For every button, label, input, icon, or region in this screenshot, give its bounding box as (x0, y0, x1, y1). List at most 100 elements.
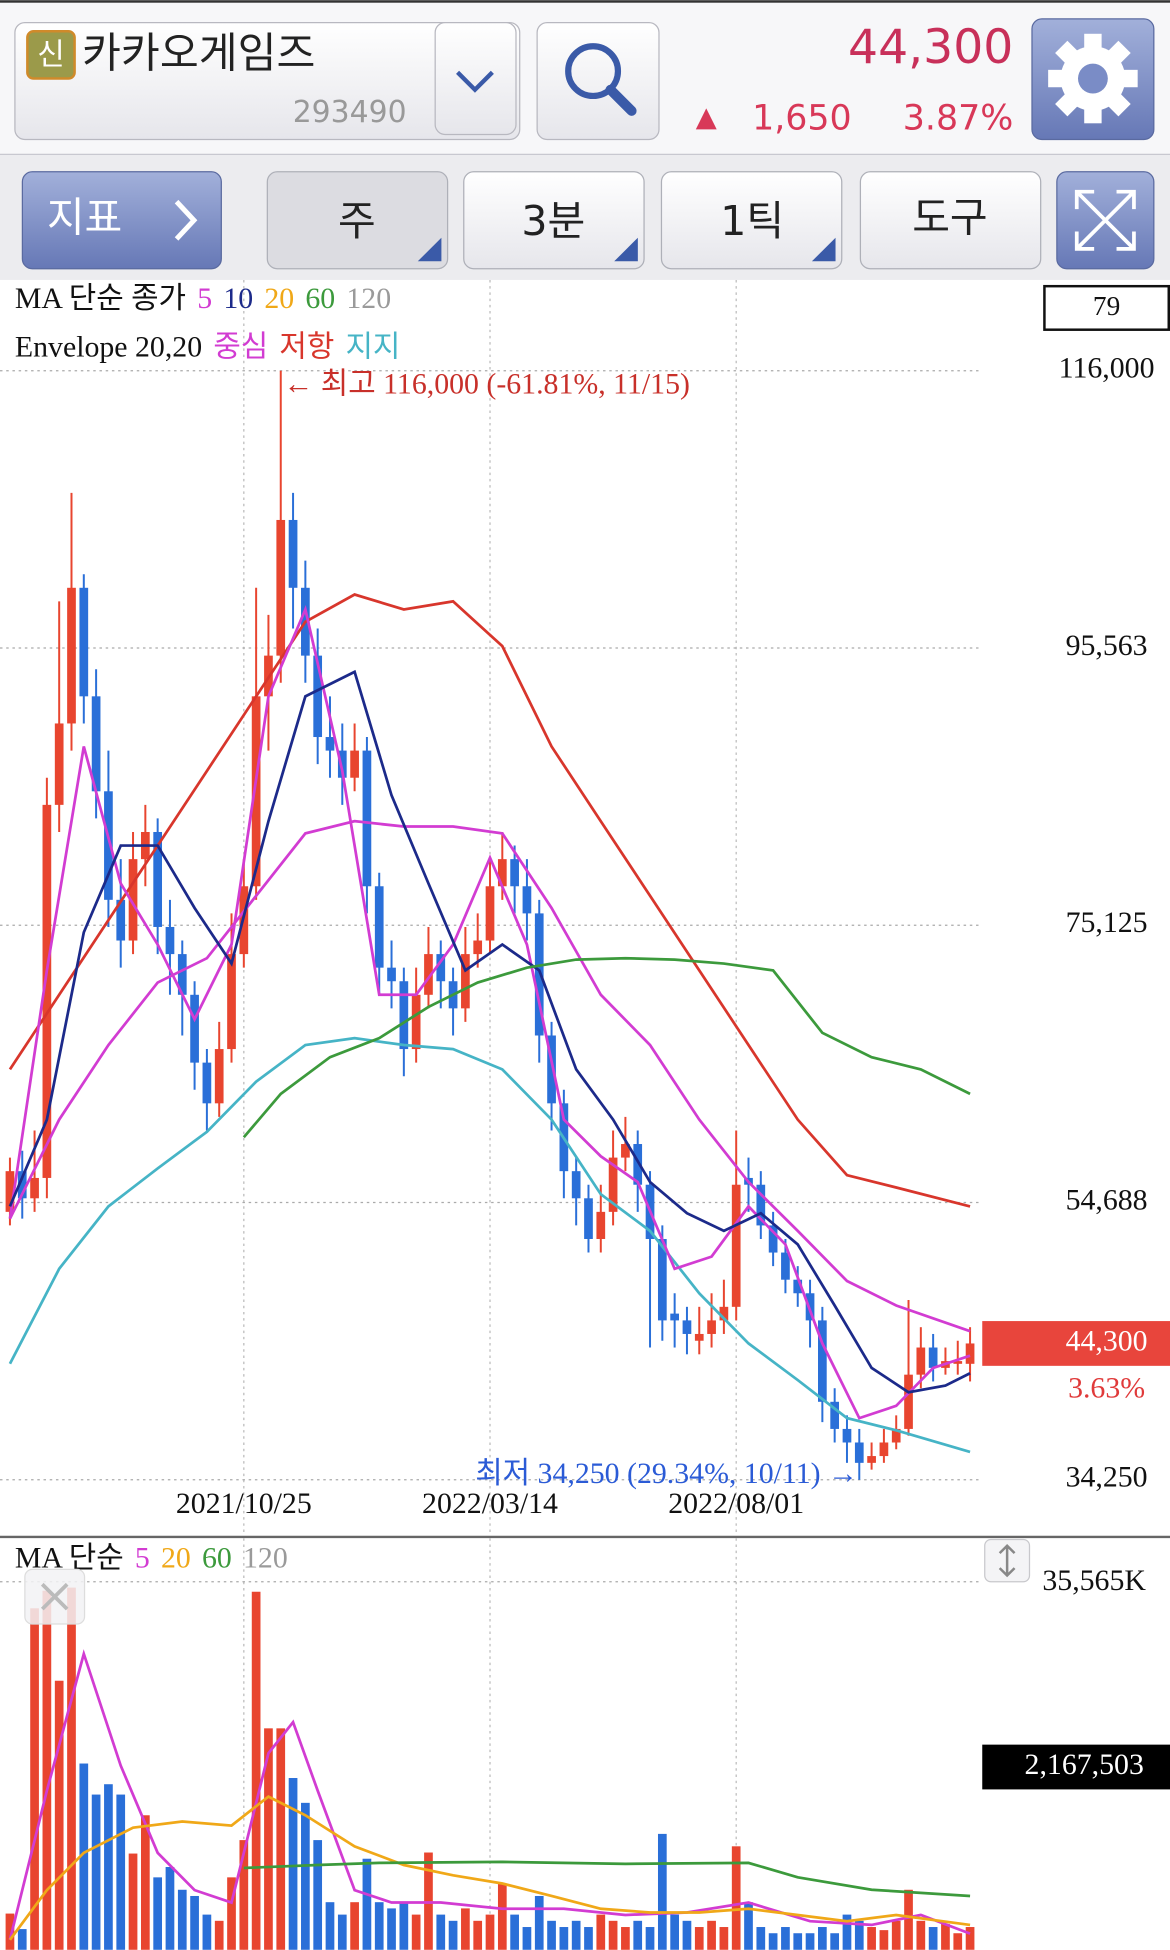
candle-body (707, 1320, 716, 1334)
candle-body (781, 1252, 790, 1280)
volume-bar (473, 1920, 483, 1950)
candle-body (411, 994, 421, 1050)
volume-bar (793, 1933, 803, 1950)
expand-corner (1074, 189, 1095, 210)
legend-item: Envelope 20,20 (15, 330, 202, 363)
volume-bar (670, 1914, 679, 1950)
top-edge (0, 0, 1170, 3)
ma-line (8, 1794, 971, 1941)
chevron-icon (456, 70, 494, 93)
volume-bar (301, 1802, 310, 1950)
expand-line (1075, 190, 1136, 251)
y-tick-label: 54,688 (1066, 1183, 1148, 1216)
volume-bar (67, 1587, 76, 1950)
menu-corner (417, 237, 442, 262)
legend-item: 120 (243, 1541, 288, 1574)
volume-bar (153, 1877, 163, 1950)
indicator-box (1043, 284, 1170, 331)
candle-body (731, 1184, 741, 1307)
candle-body (165, 926, 175, 955)
dropdown-button[interactable] (434, 21, 517, 136)
last-price-label: 44,300 (1066, 1324, 1148, 1357)
volume-bar (165, 1867, 175, 1950)
resize-icon (998, 1543, 1016, 1578)
change-percent: 3.87% (903, 99, 1014, 139)
search-icon-handle (605, 84, 637, 116)
candle-body (965, 1343, 975, 1364)
volume-panel (0, 1538, 1170, 1950)
search-button[interactable] (536, 21, 660, 141)
volume-bar (239, 1840, 249, 1950)
min-annotation: 최저 34,250 (29.34%, 10/11) → (475, 1457, 858, 1490)
volume-bar (177, 1889, 187, 1950)
gear-hole (1077, 63, 1108, 94)
candle-body (116, 899, 126, 941)
y-tick-label: 75,125 (1066, 906, 1148, 939)
y-tick-label: 116,000 (1059, 352, 1155, 385)
volume-bar (190, 1895, 199, 1950)
candle-body (104, 791, 113, 900)
volume-bar (140, 1815, 150, 1950)
volume-bar (633, 1920, 643, 1950)
ma-line (8, 669, 971, 1394)
minute-button[interactable] (463, 171, 645, 270)
toolbar: 지표 주 3분 1틱 도구 (0, 153, 1170, 280)
candle-body (202, 1062, 212, 1104)
y-tick-label: 95,563 (1066, 629, 1148, 662)
volume-bar (719, 1927, 729, 1950)
candle-body (547, 1035, 556, 1104)
volume-bar (904, 1889, 913, 1950)
volume-bar (30, 1608, 39, 1950)
tick-button[interactable] (660, 171, 843, 270)
volume-bar (744, 1902, 753, 1950)
current-volume-box (982, 1744, 1170, 1790)
legend-item: 20 (161, 1541, 191, 1574)
legend: Envelope 20,20 중심 저항 지지 (15, 330, 400, 363)
volume-bar (42, 1590, 52, 1950)
candle-body (694, 1333, 704, 1341)
volume-bar (768, 1933, 778, 1950)
stock-code: 293490 (293, 95, 407, 130)
candle-body (190, 994, 199, 1063)
candle-body (128, 859, 138, 941)
candle-body (288, 519, 298, 588)
last-change: 3.63% (1068, 1372, 1145, 1405)
current-volume: 2,167,503 (1025, 1748, 1144, 1781)
volume-bar (79, 1763, 89, 1950)
y-tick-label: 34,250 (1066, 1461, 1148, 1494)
legend: MA 단순 종가 5 10 20 60 120 (15, 282, 391, 315)
candle-body (485, 886, 495, 941)
candle-body (830, 1401, 840, 1429)
current-price: 44,300 (848, 20, 1013, 75)
candle-body (374, 886, 384, 968)
indicator-button[interactable] (21, 171, 222, 270)
volume-bar (399, 1902, 409, 1950)
tools-button[interactable] (859, 171, 1042, 270)
candle-body (571, 1171, 581, 1199)
candle-body (768, 1225, 778, 1253)
volume-bar (842, 1914, 852, 1950)
stock-selector[interactable]: 신 카카오게임즈 293490 (14, 21, 521, 141)
candle-body (904, 1374, 913, 1429)
volume-bar (756, 1927, 766, 1950)
stock-name: 카카오게임즈 (82, 29, 315, 78)
candle-body (818, 1320, 827, 1402)
volume-bar (424, 1852, 433, 1950)
stock-box[interactable] (14, 21, 521, 141)
ma-line (8, 819, 971, 1333)
period-button[interactable] (266, 171, 449, 270)
candle-body (891, 1428, 901, 1443)
settings-button[interactable] (1031, 18, 1155, 141)
volume-bar (965, 1927, 975, 1950)
candle-body (682, 1320, 692, 1334)
candle-body (510, 859, 519, 887)
candle-body (67, 587, 76, 724)
volume-bar (91, 1794, 101, 1950)
volume-bar (596, 1914, 606, 1950)
candle-body (313, 655, 323, 738)
candle-body (91, 696, 101, 792)
ma-line (8, 605, 971, 1420)
candle-body (633, 1144, 643, 1185)
volume-bar (116, 1794, 126, 1950)
volume-bar (879, 1930, 889, 1950)
